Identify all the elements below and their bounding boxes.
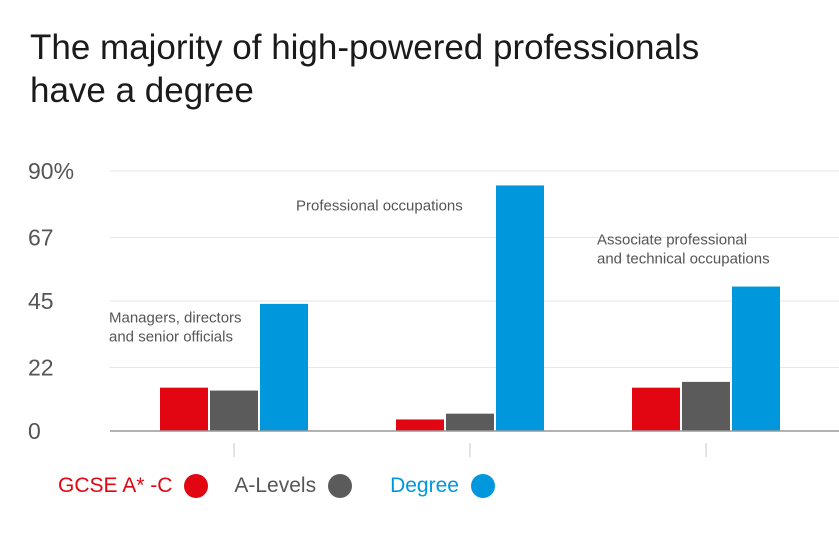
bar-alevels bbox=[682, 381, 730, 431]
y-tick-label: 0 bbox=[28, 418, 41, 444]
y-tick-label: 45 bbox=[28, 288, 54, 314]
legend-label-gcse: GCSE A* -C bbox=[58, 474, 173, 497]
y-tick-label: 67 bbox=[28, 224, 54, 250]
y-tick-label: 90% bbox=[28, 158, 74, 184]
bar-degree bbox=[496, 185, 544, 431]
bar-degree bbox=[732, 286, 780, 431]
red-circle-icon bbox=[184, 474, 209, 498]
category-label: and technical occupations bbox=[597, 251, 770, 268]
category-label: and senior officials bbox=[109, 329, 233, 346]
legend-label-degree: Degree bbox=[390, 474, 459, 497]
legend-item-alevels: A-Levels bbox=[234, 474, 353, 498]
legend-label-alevels: A-Levels bbox=[234, 474, 317, 497]
bar-alevels bbox=[446, 413, 494, 431]
blue-circle-icon bbox=[470, 474, 495, 498]
chart-title-line-2: have a degree bbox=[30, 71, 254, 110]
legend-item-degree: Degree bbox=[390, 474, 495, 498]
chart-legend: GCSE A* -C A-Levels Degree bbox=[58, 470, 521, 502]
category-label: Associate professional bbox=[597, 232, 747, 249]
legend-item-gcse: GCSE A* -C bbox=[58, 474, 209, 498]
bar-alevels bbox=[210, 390, 258, 431]
chart-title-line-1: The majority of high-powered professiona… bbox=[30, 28, 700, 67]
chart-title: The majority of high-powered professiona… bbox=[30, 26, 820, 112]
category-label: Managers, directors bbox=[109, 310, 242, 327]
grey-circle-icon bbox=[328, 474, 353, 498]
bar-degree bbox=[260, 303, 308, 431]
bar-gcse bbox=[160, 387, 208, 431]
bar-gcse bbox=[632, 387, 680, 431]
y-tick-label: 22 bbox=[28, 354, 54, 380]
category-label: Professional occupations bbox=[296, 198, 463, 215]
bar-gcse bbox=[396, 419, 444, 431]
